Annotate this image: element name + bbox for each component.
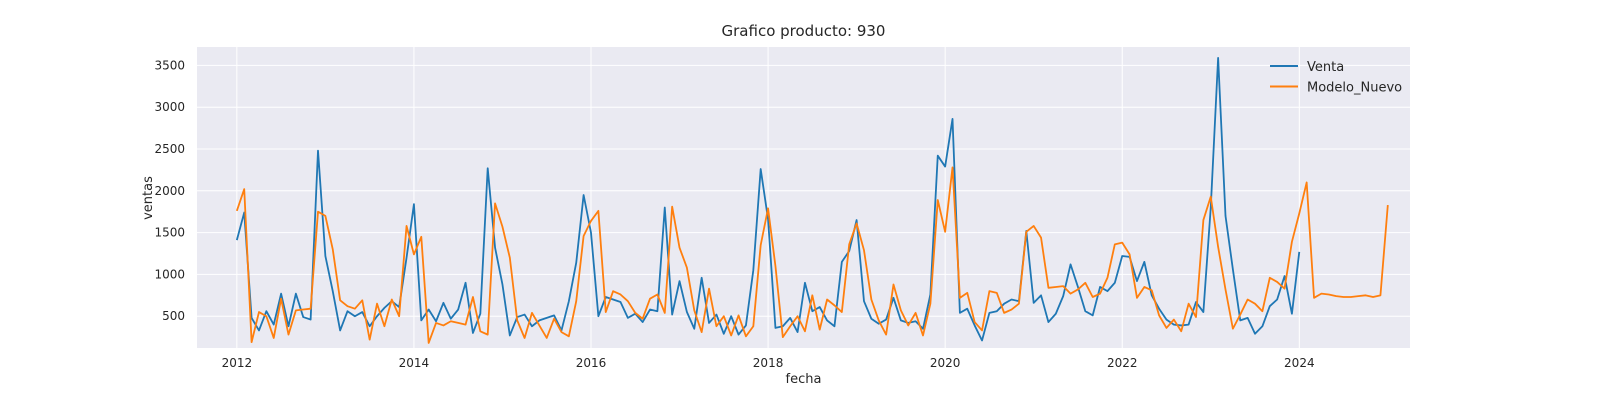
- series-line-venta: [235, 56, 1301, 342]
- chart-title: Grafico producto: 930: [721, 22, 886, 40]
- grid-lines: [197, 47, 1410, 348]
- y-tick-label: 2500: [154, 142, 185, 156]
- y-tick-label: 2000: [154, 184, 185, 198]
- y-axis-ticks: 500 1000 1500 2000 2500 3000 3500: [154, 58, 185, 323]
- x-tick-label: 2024: [1284, 356, 1315, 370]
- series-line-modelo-nuevo: [235, 166, 1389, 344]
- y-tick-label: 3500: [154, 58, 185, 72]
- x-axis-ticks: 2012 2014 2016 2018 2020 2022 2024: [222, 356, 1315, 370]
- y-tick-label: 1000: [154, 267, 185, 281]
- x-tick-label: 2022: [1107, 356, 1138, 370]
- legend: Venta Modelo_Nuevo: [1270, 60, 1402, 96]
- x-tick-label: 2018: [753, 356, 784, 370]
- x-tick-label: 2020: [930, 356, 961, 370]
- x-tick-label: 2012: [222, 356, 253, 370]
- x-tick-label: 2016: [576, 356, 607, 370]
- x-axis-label: fecha: [786, 372, 822, 387]
- legend-label: Venta: [1307, 60, 1344, 75]
- y-tick-label: 1500: [154, 226, 185, 240]
- series-lines: [235, 56, 1389, 344]
- x-tick-label: 2014: [399, 356, 430, 370]
- y-tick-label: 3000: [154, 100, 185, 114]
- y-axis-label: ventas: [141, 176, 156, 220]
- legend-label: Modelo_Nuevo: [1307, 81, 1402, 96]
- y-tick-label: 500: [162, 309, 185, 323]
